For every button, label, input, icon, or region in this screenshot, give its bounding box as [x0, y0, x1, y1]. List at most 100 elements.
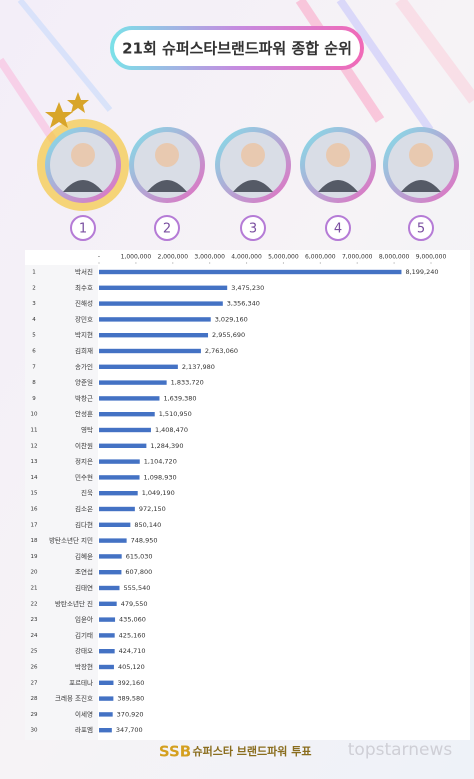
- rank-label: 5: [32, 333, 36, 339]
- y-tick-label: 박창근: [75, 393, 93, 402]
- value-label: 424,710: [119, 647, 146, 655]
- value-label: 1,284,390: [150, 442, 183, 450]
- y-tick-label: 김혜윤: [75, 551, 93, 560]
- value-label: 1,639,380: [163, 394, 196, 402]
- chart-title: 21회 슈퍼스타브랜드파워 종합 순위: [122, 40, 352, 58]
- value-label: 435,060: [119, 616, 146, 624]
- rank-badge-label: 2: [163, 222, 171, 237]
- bar: [99, 728, 112, 733]
- photo-body: [63, 180, 103, 192]
- value-label: 615,030: [126, 552, 153, 560]
- rank-badge: [154, 215, 180, 241]
- y-tick-label: 포르테나: [69, 678, 93, 687]
- y-tick-label: 박서진: [75, 267, 93, 276]
- y-tick-label: 조연섭: [75, 567, 93, 576]
- bar: [99, 317, 211, 322]
- value-label: 1,104,720: [144, 458, 177, 466]
- value-label: 972,150: [139, 505, 166, 513]
- rank-label: 19: [31, 554, 38, 560]
- photo-head: [409, 143, 433, 167]
- value-label: 2,955,690: [212, 331, 245, 339]
- rank-label: 28: [31, 696, 38, 702]
- value-label: 479,550: [121, 600, 148, 608]
- y-tick-label: 크레용 조진호: [55, 694, 93, 703]
- rank-label: 27: [31, 680, 38, 686]
- value-label: 3,356,340: [227, 300, 260, 308]
- value-label: 8,199,240: [405, 268, 438, 276]
- footer-logo: SSB: [159, 743, 191, 761]
- y-tick-label: 장민호: [75, 314, 93, 323]
- y-tick-label: 김태연: [75, 584, 93, 592]
- y-tick-label: 진해성: [75, 299, 93, 308]
- x-tick-label: 7,000,000: [342, 254, 373, 261]
- rank-label: 26: [31, 665, 38, 671]
- watermark: topstarnews: [348, 740, 453, 760]
- rank-label: 13: [31, 459, 38, 465]
- y-tick-label: 임윤아: [75, 615, 93, 624]
- bar: [99, 649, 115, 654]
- y-tick-label: 송가인: [75, 362, 93, 371]
- photo-body: [233, 180, 273, 192]
- value-label: 425,160: [119, 631, 146, 639]
- rank-badge-label: 5: [417, 222, 425, 237]
- rank-label: 2: [32, 285, 36, 291]
- value-label: 370,920: [117, 710, 144, 718]
- y-tick-label: 라포엠: [75, 725, 93, 734]
- label-column: [25, 265, 98, 740]
- rank-label: 16: [31, 507, 38, 513]
- y-tick-label: 이세영: [75, 709, 93, 718]
- y-tick-label: 진욱: [81, 488, 93, 497]
- y-tick-label: 정지은: [75, 457, 93, 466]
- value-label: 850,140: [134, 521, 161, 529]
- value-label: 1,049,190: [142, 489, 175, 497]
- bar: [99, 570, 122, 575]
- y-tick-label: 영탁: [81, 425, 93, 434]
- rank-label: 11: [31, 428, 38, 434]
- bar: [99, 459, 140, 464]
- rank-badge: [70, 215, 96, 241]
- y-tick-label: 양준일: [75, 378, 93, 387]
- bar: [99, 712, 113, 717]
- rank-badge-label: 4: [334, 222, 342, 237]
- bar: [99, 538, 127, 543]
- bar: [99, 491, 138, 496]
- value-label: 1,510,950: [159, 410, 192, 418]
- rank-label: 17: [31, 522, 38, 528]
- y-tick-label: 김기태: [75, 630, 93, 639]
- bar: [99, 285, 228, 290]
- x-tick-label: 3,000,000: [194, 254, 225, 261]
- rank-label: 14: [31, 475, 38, 481]
- photo-head: [155, 143, 179, 167]
- value-label: 392,160: [117, 679, 144, 687]
- photo-body: [401, 180, 441, 192]
- x-tick-label: 8,000,000: [379, 254, 410, 261]
- rank-label: 15: [31, 491, 38, 497]
- rank-label: 20: [31, 570, 38, 576]
- value-label: 347,700: [116, 726, 143, 734]
- x-tick-label: 5,000,000: [268, 254, 299, 261]
- y-tick-label: 김소은: [75, 505, 93, 513]
- rank-label: 3: [32, 301, 36, 307]
- bar: [99, 585, 120, 591]
- bar: [99, 380, 167, 385]
- rank-label: 29: [31, 712, 38, 718]
- rank-label: 1: [32, 270, 36, 276]
- y-tick-label: 김희재: [75, 346, 93, 355]
- bar: [99, 506, 135, 512]
- bar: [99, 475, 140, 480]
- y-tick-label: 방탄소년단 지민: [49, 536, 93, 545]
- rank-label: 18: [31, 538, 38, 544]
- bar: [99, 522, 131, 527]
- photo-head: [326, 143, 350, 167]
- value-label: 389,580: [117, 695, 144, 703]
- rank-label: 6: [32, 349, 36, 355]
- bar: [99, 364, 178, 369]
- footer-text: 슈퍼스타 브랜드파워 투표: [193, 744, 312, 758]
- y-tick-label: 최수호: [75, 283, 93, 292]
- value-label: 555,540: [123, 584, 150, 592]
- x-tick-label: 9,000,000: [416, 254, 447, 261]
- rank-label: 21: [31, 586, 38, 592]
- title-pill: [110, 26, 364, 70]
- y-tick-label: 민수현: [75, 472, 93, 481]
- y-tick-label: 안성훈: [75, 409, 93, 418]
